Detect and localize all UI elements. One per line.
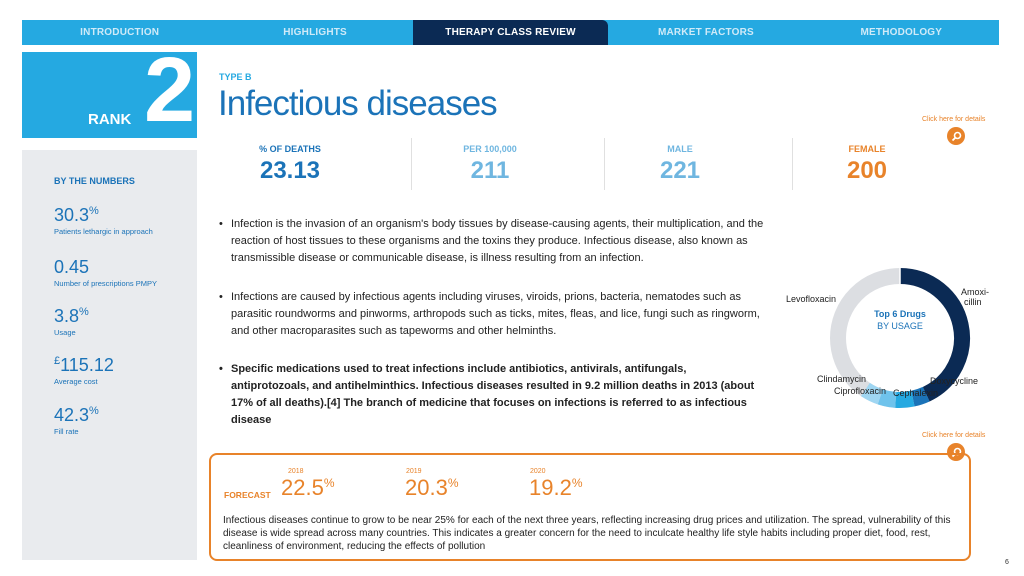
magnifier-icon[interactable] [947, 127, 965, 145]
donut-segment-cephalexin [895, 390, 915, 409]
bullet-paragraph: Infection is the invasion of an organism… [219, 216, 764, 267]
donut-title: Top 6 Drugs [874, 309, 926, 319]
metric-male: MALE 221 [585, 140, 775, 190]
donut-segment-clindamycin [860, 382, 884, 405]
metric-value: 200 [846, 157, 888, 184]
metric-label: PER 100,000 [463, 144, 517, 154]
donut-subtitle: BY USAGE [877, 321, 923, 331]
label-doxycycline: Doxycycline [930, 376, 979, 386]
metric-deaths: % OF DEATHS 23.13 [195, 140, 385, 190]
forecast-year: 2018 [288, 468, 304, 475]
label-amoxicillin: Amoxi-cillin [961, 287, 990, 307]
divider [411, 138, 412, 190]
bullet-paragraph: Specific medications used to treat infec… [219, 361, 764, 429]
rank-number: 2 [144, 39, 195, 141]
forecast-value: 20.3% [405, 475, 459, 500]
stat-value: 0.45 [54, 257, 90, 277]
donut-segment-ciprofloxacin [877, 389, 897, 408]
stat-value: £115.12 [54, 355, 114, 375]
stat-value: 30.3% [54, 205, 99, 225]
label-cephalexin: Cephalexin [893, 388, 939, 398]
stat-value: 42.3% [54, 405, 99, 425]
sidebar-heading: BY THE NUMBERS [54, 176, 135, 186]
type-label: TYPE B [219, 72, 252, 82]
donut-segment-amoxicillin [899, 268, 971, 402]
forecast-label: FORECAST [224, 490, 271, 500]
sidebar: BY THE NUMBERS 30.3% Patients lethargic … [22, 150, 197, 560]
forecast-value: 19.2% [529, 475, 583, 500]
label-clindamycin: Clindamycin [817, 374, 867, 384]
tab-market-factors[interactable]: MARKET FACTORS [657, 27, 754, 38]
divider [792, 138, 793, 190]
rank-label: RANK [88, 111, 132, 128]
divider [604, 138, 605, 190]
donut-segment-doxycycline [911, 386, 930, 407]
stat-value: 3.8% [54, 306, 89, 326]
stat-item: 30.3% Patients lethargic in approach [54, 205, 153, 237]
bullet-paragraph: Infections are caused by infectious agen… [219, 289, 764, 340]
forecast-box: FORECAST 2018 22.5% 2019 20.3% 2020 19.2… [209, 453, 971, 561]
stat-label: Fill rate [54, 427, 79, 436]
forecast-value: 22.5% [281, 475, 335, 500]
tab-introduction[interactable]: INTRODUCTION [80, 27, 160, 38]
page-number: 6 [1005, 559, 1009, 566]
details-link[interactable]: Click here for details [922, 116, 986, 123]
label-ciprofloxacin: Ciprofloxacin [834, 386, 887, 396]
stat-label: Number of prescriptions PMPY [54, 279, 157, 288]
forecast-year: 2020 [530, 468, 546, 475]
drug-usage-donut [830, 268, 971, 409]
metric-female: FEMALE 200 [772, 140, 962, 190]
stat-label: Patients lethargic in approach [54, 227, 153, 236]
metric-value: 23.13 [259, 157, 321, 184]
forecast-year: 2019 [406, 468, 422, 475]
details-link[interactable]: Click here for details [922, 432, 986, 439]
stat-item: 3.8% Usage [54, 306, 89, 338]
stat-item: 42.3% Fill rate [54, 405, 99, 437]
top-nav: INTRODUCTION HIGHLIGHTS THERAPY CLASS RE… [22, 20, 999, 45]
metric-value: 211 [470, 157, 510, 184]
metric-value: 221 [659, 157, 701, 184]
tab-highlights[interactable]: HIGHLIGHTS [283, 27, 347, 38]
stat-item: 0.45 Number of prescriptions PMPY [54, 258, 157, 288]
forecast-text: Infectious diseases continue to grow to … [223, 515, 951, 552]
metric-per-100000: PER 100,000 211 [395, 140, 585, 190]
stat-item: £115.12 Average cost [54, 355, 114, 387]
stat-label: Average cost [54, 377, 98, 386]
metric-label: MALE [667, 144, 693, 154]
rank-box: RANK 2 [22, 44, 197, 138]
metric-label: FEMALE [848, 144, 886, 154]
metric-label: % OF DEATHS [259, 144, 321, 154]
stat-label: Usage [54, 328, 76, 337]
tab-methodology[interactable]: METHODOLOGY [860, 27, 943, 38]
label-levofloxacin: Levofloxacin [786, 294, 837, 304]
page-title: Infectious diseases [218, 84, 498, 123]
tab-therapy-class-review[interactable]: THERAPY CLASS REVIEW [412, 20, 609, 45]
